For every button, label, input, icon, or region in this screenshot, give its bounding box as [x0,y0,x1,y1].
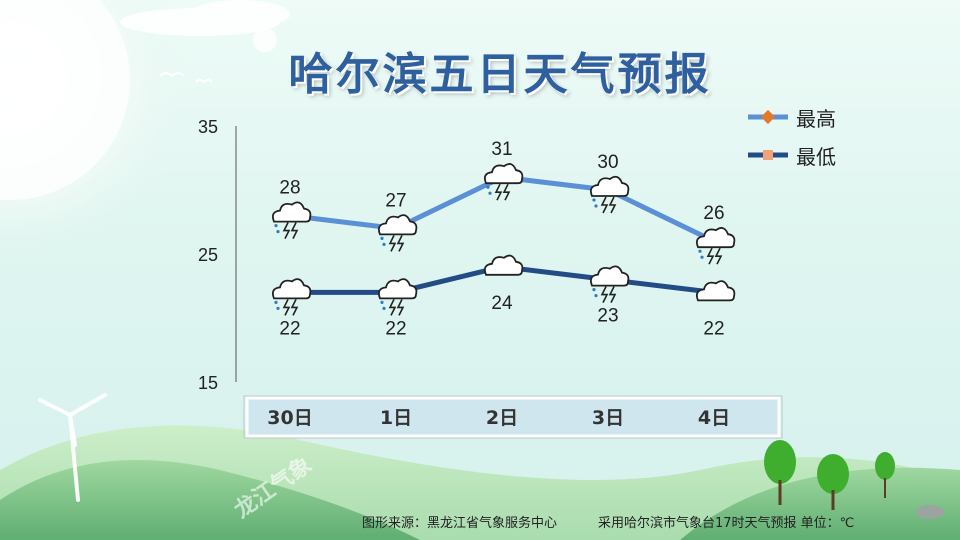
page-title: 哈尔滨五日天气预报 [288,49,712,100]
cloud-decoration [120,0,290,36]
cloud-shape [377,214,418,236]
lightning-bolt [600,286,609,303]
lightning-bolt [282,299,291,316]
lightning-bolt [290,299,299,316]
birds-icon [159,72,213,84]
cloud-shape [589,265,630,287]
thunder-rain-icon [271,201,312,239]
data-label: 27 [385,190,406,211]
lightning-bolt [388,299,397,316]
series-line-high [289,174,716,244]
rain-drop [276,230,280,234]
chart-legend: 最高 最低 [748,98,836,174]
wind-turbine [38,393,107,502]
legend-item-high: 最高 [748,98,836,136]
lightning-bolt [396,235,405,252]
rain-drop [274,224,278,228]
lightning-bolt [396,299,405,316]
legend-item-low: 最低 [748,136,836,174]
lightning-bolt [282,222,291,239]
lightning-bolt [494,183,503,201]
data-label: 22 [703,318,724,339]
lightning-bolt [608,196,617,214]
legend-label-low: 最低 [796,144,836,169]
lightning-bolt [502,183,511,201]
cloud-icon [695,280,736,302]
y-tick-label: 15 [198,373,218,393]
rain-drop [486,185,490,189]
data-label: 30 [597,152,618,173]
data-label: 26 [703,203,724,224]
thunder-rain-icon [271,278,312,316]
thunder-rain-icon [377,278,418,316]
lightning-bolt [290,222,299,239]
rain-drop [276,306,280,310]
lightning-bolt [388,235,397,252]
legend-marker-high [748,109,788,125]
lightning-bolt [706,247,715,265]
rain-drop [488,191,492,195]
rain-drop [380,236,384,240]
cloud-shape [695,227,736,249]
hill-front [0,460,420,540]
thunder-rain-icon [377,214,418,252]
x-tick-label: 3日 [592,407,624,429]
rain-drop [592,198,596,202]
trees [764,440,944,519]
thunder-rain-icon [589,175,630,214]
y-tick-label: 25 [198,245,218,265]
lightning-bolt [714,247,723,265]
rain-drop [698,249,702,253]
data-label: 31 [491,139,512,160]
x-tick-label: 30日 [267,407,312,429]
cloud-shape [271,278,312,300]
x-tick-label: 2日 [486,407,518,429]
lightning-bolt [608,286,617,303]
rain-drop [380,300,384,304]
rain-drop [700,255,704,259]
data-label: 23 [597,306,618,327]
cloud-shape [483,254,524,276]
cloud-shape [483,163,524,185]
cloud-shape [695,280,736,302]
rain-drop [382,306,386,310]
x-tick-label: 1日 [380,407,412,429]
footer-source: 图形来源：黑龙江省气象服务中心 [362,516,558,531]
thunder-rain-icon [695,227,736,265]
category-bar [245,396,781,438]
rain-drop [594,204,598,208]
rain-drop [592,288,596,292]
lightning-bolt [600,196,609,214]
rain-drop [382,242,386,246]
legend-marker-low [748,150,788,160]
rain-drop [594,294,598,298]
legend-label-high: 最高 [796,106,836,131]
cloud-shape [589,175,630,197]
data-label: 24 [491,293,513,314]
cloud-shape [271,201,312,223]
thunder-rain-icon [589,265,630,303]
footer-note: 采用哈尔滨市气象台17时天气预报 单位：℃ [598,516,855,531]
data-label: 22 [385,318,406,339]
x-tick-label: 4日 [698,407,730,429]
category-bar-border [243,395,783,439]
data-label: 28 [279,178,300,199]
cloud-shape [377,278,418,300]
sun [0,0,130,200]
cloud-icon [483,254,524,276]
thunder-rain-icon [483,163,524,201]
data-label: 22 [279,318,300,339]
rain-drop [274,300,278,304]
y-tick-label: 35 [198,117,218,137]
